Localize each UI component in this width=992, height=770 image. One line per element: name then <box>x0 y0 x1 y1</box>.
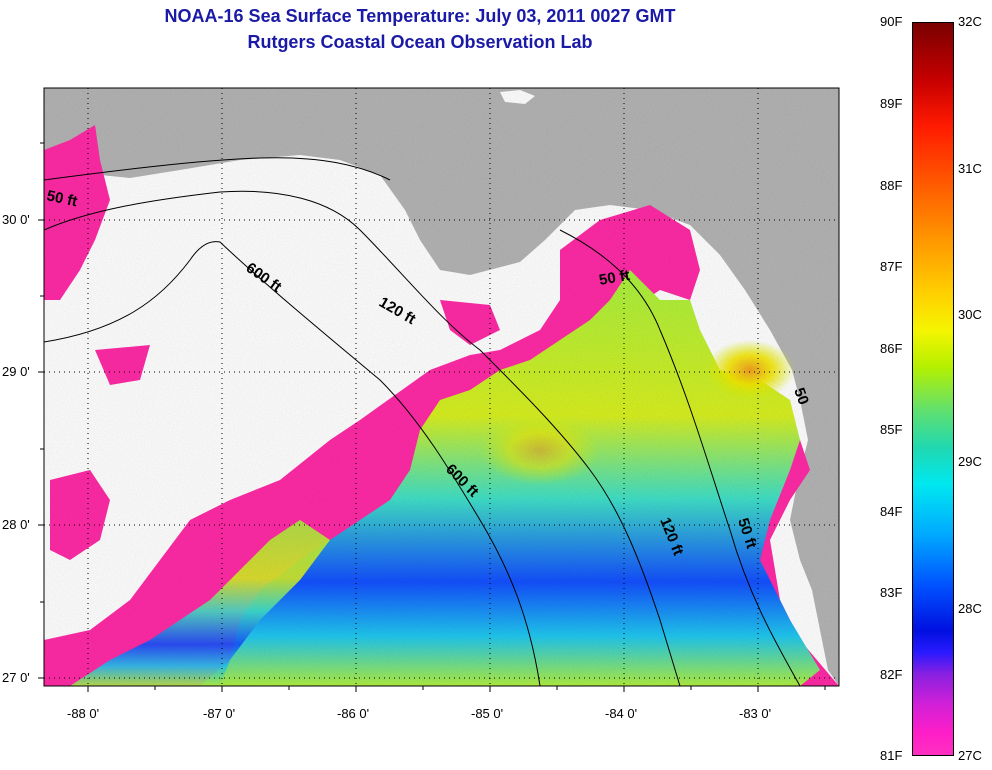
colorbar-label-c: 27C <box>958 748 982 763</box>
colorbar-label-f: 81F <box>880 748 903 763</box>
map-frame <box>43 87 840 687</box>
colorbar-label-f: 83F <box>880 585 903 600</box>
texture <box>44 88 839 686</box>
contour-label: 50 ft <box>598 267 631 289</box>
colorbar-label-c: 28C <box>958 601 982 616</box>
lat-tick-label: 27 0' <box>2 670 30 685</box>
lat-tick-label: 29 0' <box>2 364 30 379</box>
map-subtitle: Rutgers Coastal Ocean Observation Lab <box>247 32 593 52</box>
colorbar-label-f: 86F <box>880 341 903 356</box>
colorbar-label-c: 32C <box>958 14 982 29</box>
lon-tick-label: -85 0' <box>471 706 504 721</box>
axis-ticks <box>38 142 826 692</box>
colorbar-label-c: 29C <box>958 454 982 469</box>
colorbar-label-f: 89F <box>880 96 903 111</box>
lon-tick-label: -83 0' <box>739 706 772 721</box>
bathymetry-contours <box>44 157 801 686</box>
lon-tick-label: -86 0' <box>337 706 370 721</box>
colorbar-label-f: 88F <box>880 178 903 193</box>
lon-tick-label: -87 0' <box>203 706 236 721</box>
colorbar-label-f: 85F <box>880 422 903 437</box>
map-title: NOAA-16 Sea Surface Temperature: July 03… <box>164 6 676 26</box>
colorbar-label-f: 87F <box>880 259 903 274</box>
lon-tick-label: -84 0' <box>605 706 638 721</box>
contour-label: 50 <box>790 386 812 407</box>
colorbar-label-c: 30C <box>958 307 982 322</box>
lat-tick-label: 30 0' <box>2 212 30 227</box>
lat-tick-label: 28 0' <box>2 517 30 532</box>
colorbar-label-f: 90F <box>880 14 903 29</box>
temperature-colorbar <box>912 22 954 756</box>
lon-tick-label: -88 0' <box>67 706 100 721</box>
colorbar-label-c: 31C <box>958 161 982 176</box>
colorbar-label-f: 84F <box>880 504 903 519</box>
contour-label: 50 ft <box>45 187 79 210</box>
colorbar-label-f: 82F <box>880 667 903 682</box>
